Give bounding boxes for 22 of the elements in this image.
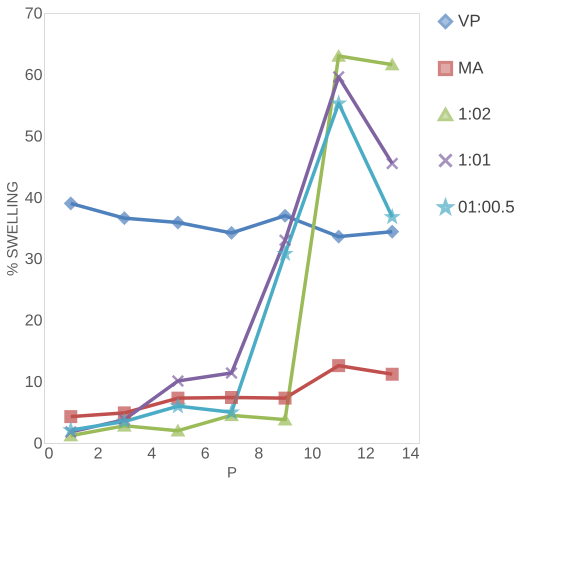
legend-label: 1:01	[458, 150, 492, 170]
y-tick-label: 50	[24, 128, 43, 146]
y-tick-label: 70	[24, 6, 43, 22]
y-tick-label: 10	[24, 374, 43, 392]
x-tick-label: 4	[147, 446, 156, 462]
x-tick-label: 6	[200, 446, 210, 462]
x-tick-label: 12	[357, 446, 375, 462]
y-tick-label: 40	[24, 190, 43, 207]
x-tick-label: 10	[303, 446, 322, 462]
y-tick-label: 60	[24, 66, 43, 84]
legend-label: MA	[458, 58, 484, 78]
x-tick-label: 8	[254, 446, 264, 462]
y-axis-title: % SWELLING	[4, 180, 22, 276]
legend-label: VP	[458, 12, 481, 30]
legend-label: 1:02	[458, 104, 492, 124]
legend-label: 01:00.5	[458, 198, 515, 216]
x-tick-label: 2	[94, 446, 103, 462]
y-tick-label: 30	[24, 251, 43, 268]
x-tick-label: 0	[44, 446, 54, 462]
x-tick-label: 14	[402, 446, 420, 462]
y-tick-label: 20	[24, 312, 43, 330]
x-axis-title: P	[226, 464, 238, 482]
